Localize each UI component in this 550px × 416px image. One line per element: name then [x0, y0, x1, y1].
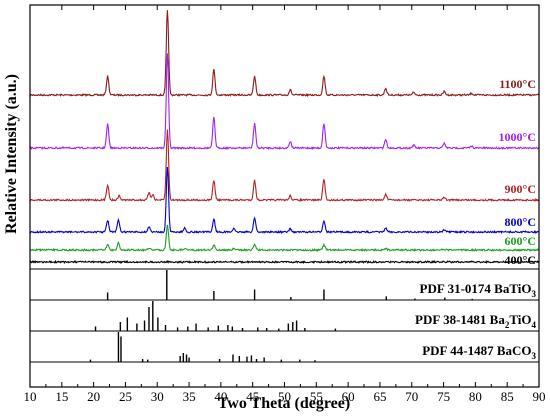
- x-axis-title: Two Theta (degree): [218, 395, 350, 412]
- x-tick-label: 30: [151, 389, 164, 404]
- reference-label-1: PDF 31-0174 BaTiO3: [420, 281, 537, 299]
- reference-label-2: PDF 38-1481 Ba2TiO4: [415, 312, 536, 330]
- x-tick-label: 35: [183, 389, 196, 404]
- series-line-800C: [29, 166, 540, 235]
- x-tick-label: 70: [405, 389, 418, 404]
- series-label-800C: 800°C: [505, 215, 536, 229]
- x-tick-label: 90: [533, 389, 546, 404]
- x-tick-label: 80: [469, 389, 482, 404]
- x-tick-label: 55: [310, 389, 323, 404]
- x-tick-label: 60: [342, 389, 355, 404]
- reference-patterns: PDF 31-0174 BaTiO3 PDF 38-1481 Ba2TiO4 PDF…: [30, 268, 539, 363]
- x-tick-label: 85: [501, 389, 514, 404]
- x-tick-label: 25: [119, 389, 132, 404]
- x-tick-label: 50: [278, 389, 291, 404]
- x-tick-label: 40: [214, 389, 227, 404]
- y-axis-title: Relative Intensity (a.u.): [3, 74, 20, 234]
- x-tick-label: 45: [246, 389, 259, 404]
- x-tick-label: 20: [87, 389, 100, 404]
- reference-label-3: PDF 44-1487 BaCO3: [422, 343, 536, 361]
- x-tick-label: 15: [55, 389, 68, 404]
- x-tick-label: 65: [373, 389, 386, 404]
- series-line-1000C: [29, 53, 539, 151]
- x-tick-label: 10: [24, 389, 37, 404]
- series-line-600C: [29, 224, 540, 253]
- series-label-400C: 400°C: [505, 253, 536, 267]
- axes: 10 15 20 25 30 35 40 45 50 55 60 65 70 75 80 85 90: [24, 4, 546, 404]
- series-line-1100C: [29, 10, 540, 98]
- series-label-1000C: 1000°C: [499, 130, 536, 144]
- series-line-900C: [29, 129, 540, 203]
- series-label-600C: 600°C: [505, 234, 536, 248]
- xrd-series: 1100°C 1000°C 900°C 800°C 600°C 400°C: [29, 10, 540, 267]
- series-label-900C: 900°C: [505, 182, 536, 196]
- plot-frame: [29, 4, 540, 388]
- x-tick-label: 75: [437, 389, 450, 404]
- series-label-1100C: 1100°C: [499, 77, 536, 91]
- series-line-400C: [29, 259, 540, 265]
